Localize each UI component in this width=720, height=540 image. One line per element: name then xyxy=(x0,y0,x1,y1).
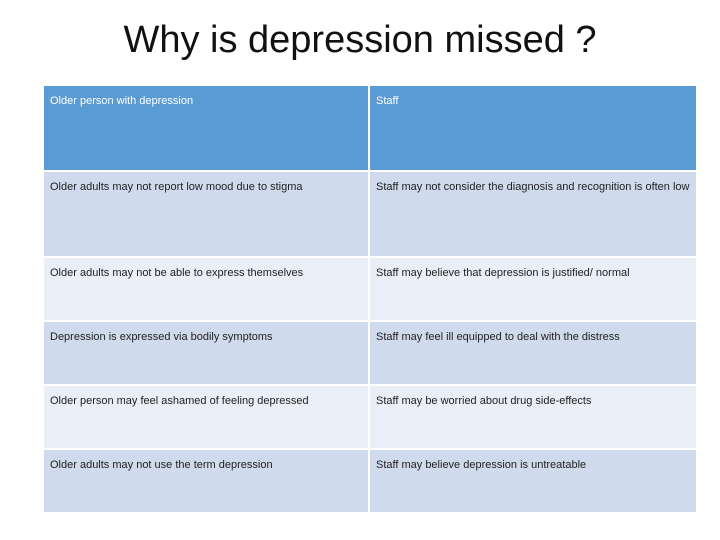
header-older-person: Older person with depression xyxy=(42,84,370,172)
staff-cell: Staff may believe that depression is jus… xyxy=(368,256,698,322)
table-row: Older adults may not be able to express … xyxy=(42,256,698,322)
header-staff: Staff xyxy=(368,84,698,172)
staff-cell: Staff may be worried about drug side-eff… xyxy=(368,384,698,450)
comparison-table: Older person with depression Staff Older… xyxy=(42,84,698,514)
slide-title: Why is depression missed ? xyxy=(123,19,597,61)
table-row: Older adults may not report low mood due… xyxy=(42,170,698,258)
staff-cell: Staff may not consider the diagnosis and… xyxy=(368,170,698,258)
table-header-row: Older person with depression Staff xyxy=(42,84,698,172)
older-person-cell: Depression is expressed via bodily sympt… xyxy=(42,320,370,386)
table-row: Depression is expressed via bodily sympt… xyxy=(42,320,698,386)
table-row: Older person may feel ashamed of feeling… xyxy=(42,384,698,450)
older-person-cell: Older adults may not be able to express … xyxy=(42,256,370,322)
staff-cell: Staff may feel ill equipped to deal with… xyxy=(368,320,698,386)
older-person-cell: Older adults may not report low mood due… xyxy=(42,170,370,258)
older-person-cell: Older adults may not use the term depres… xyxy=(42,448,370,514)
staff-cell: Staff may believe depression is untreata… xyxy=(368,448,698,514)
table-row: Older adults may not use the term depres… xyxy=(42,448,698,514)
older-person-cell: Older person may feel ashamed of feeling… xyxy=(42,384,370,450)
